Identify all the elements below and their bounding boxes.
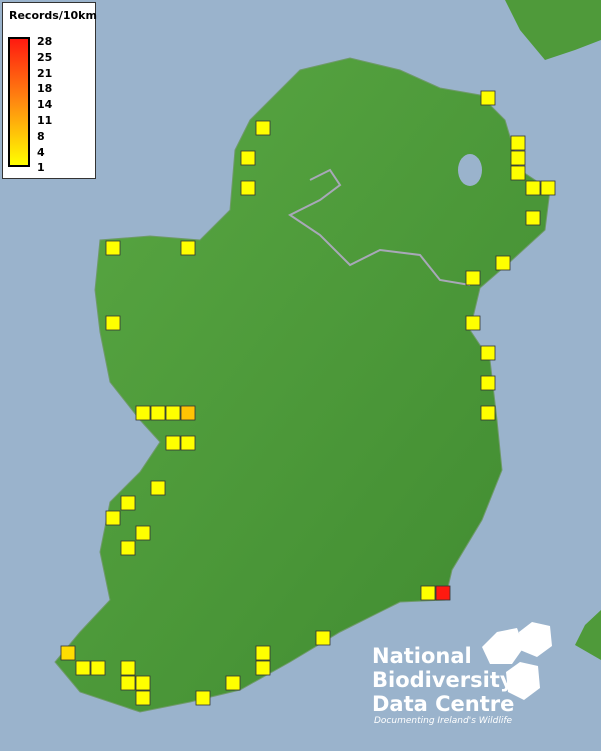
record-square[interactable] [240,150,256,166]
legend-tick-label: 18 [37,82,53,96]
record-square[interactable] [165,405,181,421]
scotland-landmass [505,0,601,60]
record-square[interactable] [135,690,151,706]
record-square[interactable] [60,645,76,661]
legend-tick-label: 28 [37,35,53,48]
record-square[interactable] [495,255,511,271]
legend-tick-label: 14 [37,98,53,112]
record-square[interactable] [510,150,526,166]
legend-tick-label: 4 [37,145,45,159]
record-square[interactable] [90,660,106,676]
record-square[interactable] [465,315,481,331]
record-square[interactable] [525,210,541,226]
legend-tick-label: 8 [37,129,45,143]
legend-color-bar [8,37,30,167]
record-square[interactable] [120,540,136,556]
record-square[interactable] [135,405,151,421]
legend-tick-label: 1 [37,161,45,175]
record-square[interactable] [105,240,121,256]
record-square[interactable] [255,645,271,661]
record-square[interactable] [120,660,136,676]
record-square[interactable] [240,180,256,196]
record-square[interactable] [75,660,91,676]
record-square[interactable] [225,675,241,691]
record-square[interactable] [180,435,196,451]
legend: Records/10km 28 25 21 18 14 11 8 4 1 [2,2,97,179]
record-square[interactable] [255,660,271,676]
record-square[interactable] [135,675,151,691]
record-square[interactable] [480,345,496,361]
logo-name-line: Data Centre [372,692,515,716]
record-square[interactable] [510,165,526,181]
logo-name-line: Biodiversity [372,668,514,692]
record-square[interactable] [120,675,136,691]
record-square[interactable] [255,120,271,136]
record-square[interactable] [480,405,496,421]
logo-hexagon-icons [482,622,552,700]
records-layer [60,90,556,706]
record-square[interactable] [465,270,481,286]
legend-title: Records/10km [9,9,97,22]
record-square[interactable] [480,375,496,391]
record-square[interactable] [315,630,331,646]
record-square[interactable] [510,135,526,151]
record-square[interactable] [180,240,196,256]
legend-tick-label: 25 [37,50,53,64]
record-square[interactable] [525,180,541,196]
record-square[interactable] [105,510,121,526]
lough-neagh [458,154,482,186]
record-square[interactable] [150,405,166,421]
record-square[interactable] [195,690,211,706]
legend-tick-label: 21 [37,66,53,80]
record-square[interactable] [120,495,136,511]
record-square[interactable] [135,525,151,541]
record-square[interactable] [540,180,556,196]
wales-landmass [575,610,601,660]
logo-tagline: Documenting Ireland's Wildlife [374,716,513,726]
record-square[interactable] [150,480,166,496]
record-square[interactable] [165,435,181,451]
record-square[interactable] [480,90,496,106]
record-square[interactable] [105,315,121,331]
border-line [288,168,471,286]
logo-name-line: National [372,644,472,668]
record-square[interactable] [180,405,196,421]
record-square[interactable] [420,585,436,601]
legend-tick-label: 11 [37,114,53,127]
record-square[interactable] [435,585,451,601]
